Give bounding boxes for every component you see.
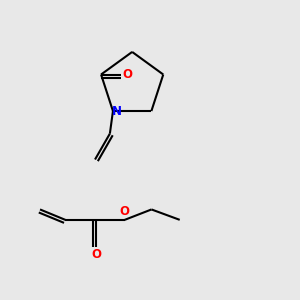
- Text: O: O: [92, 248, 101, 260]
- Text: O: O: [120, 205, 130, 218]
- Text: N: N: [112, 105, 122, 118]
- Text: O: O: [123, 68, 133, 81]
